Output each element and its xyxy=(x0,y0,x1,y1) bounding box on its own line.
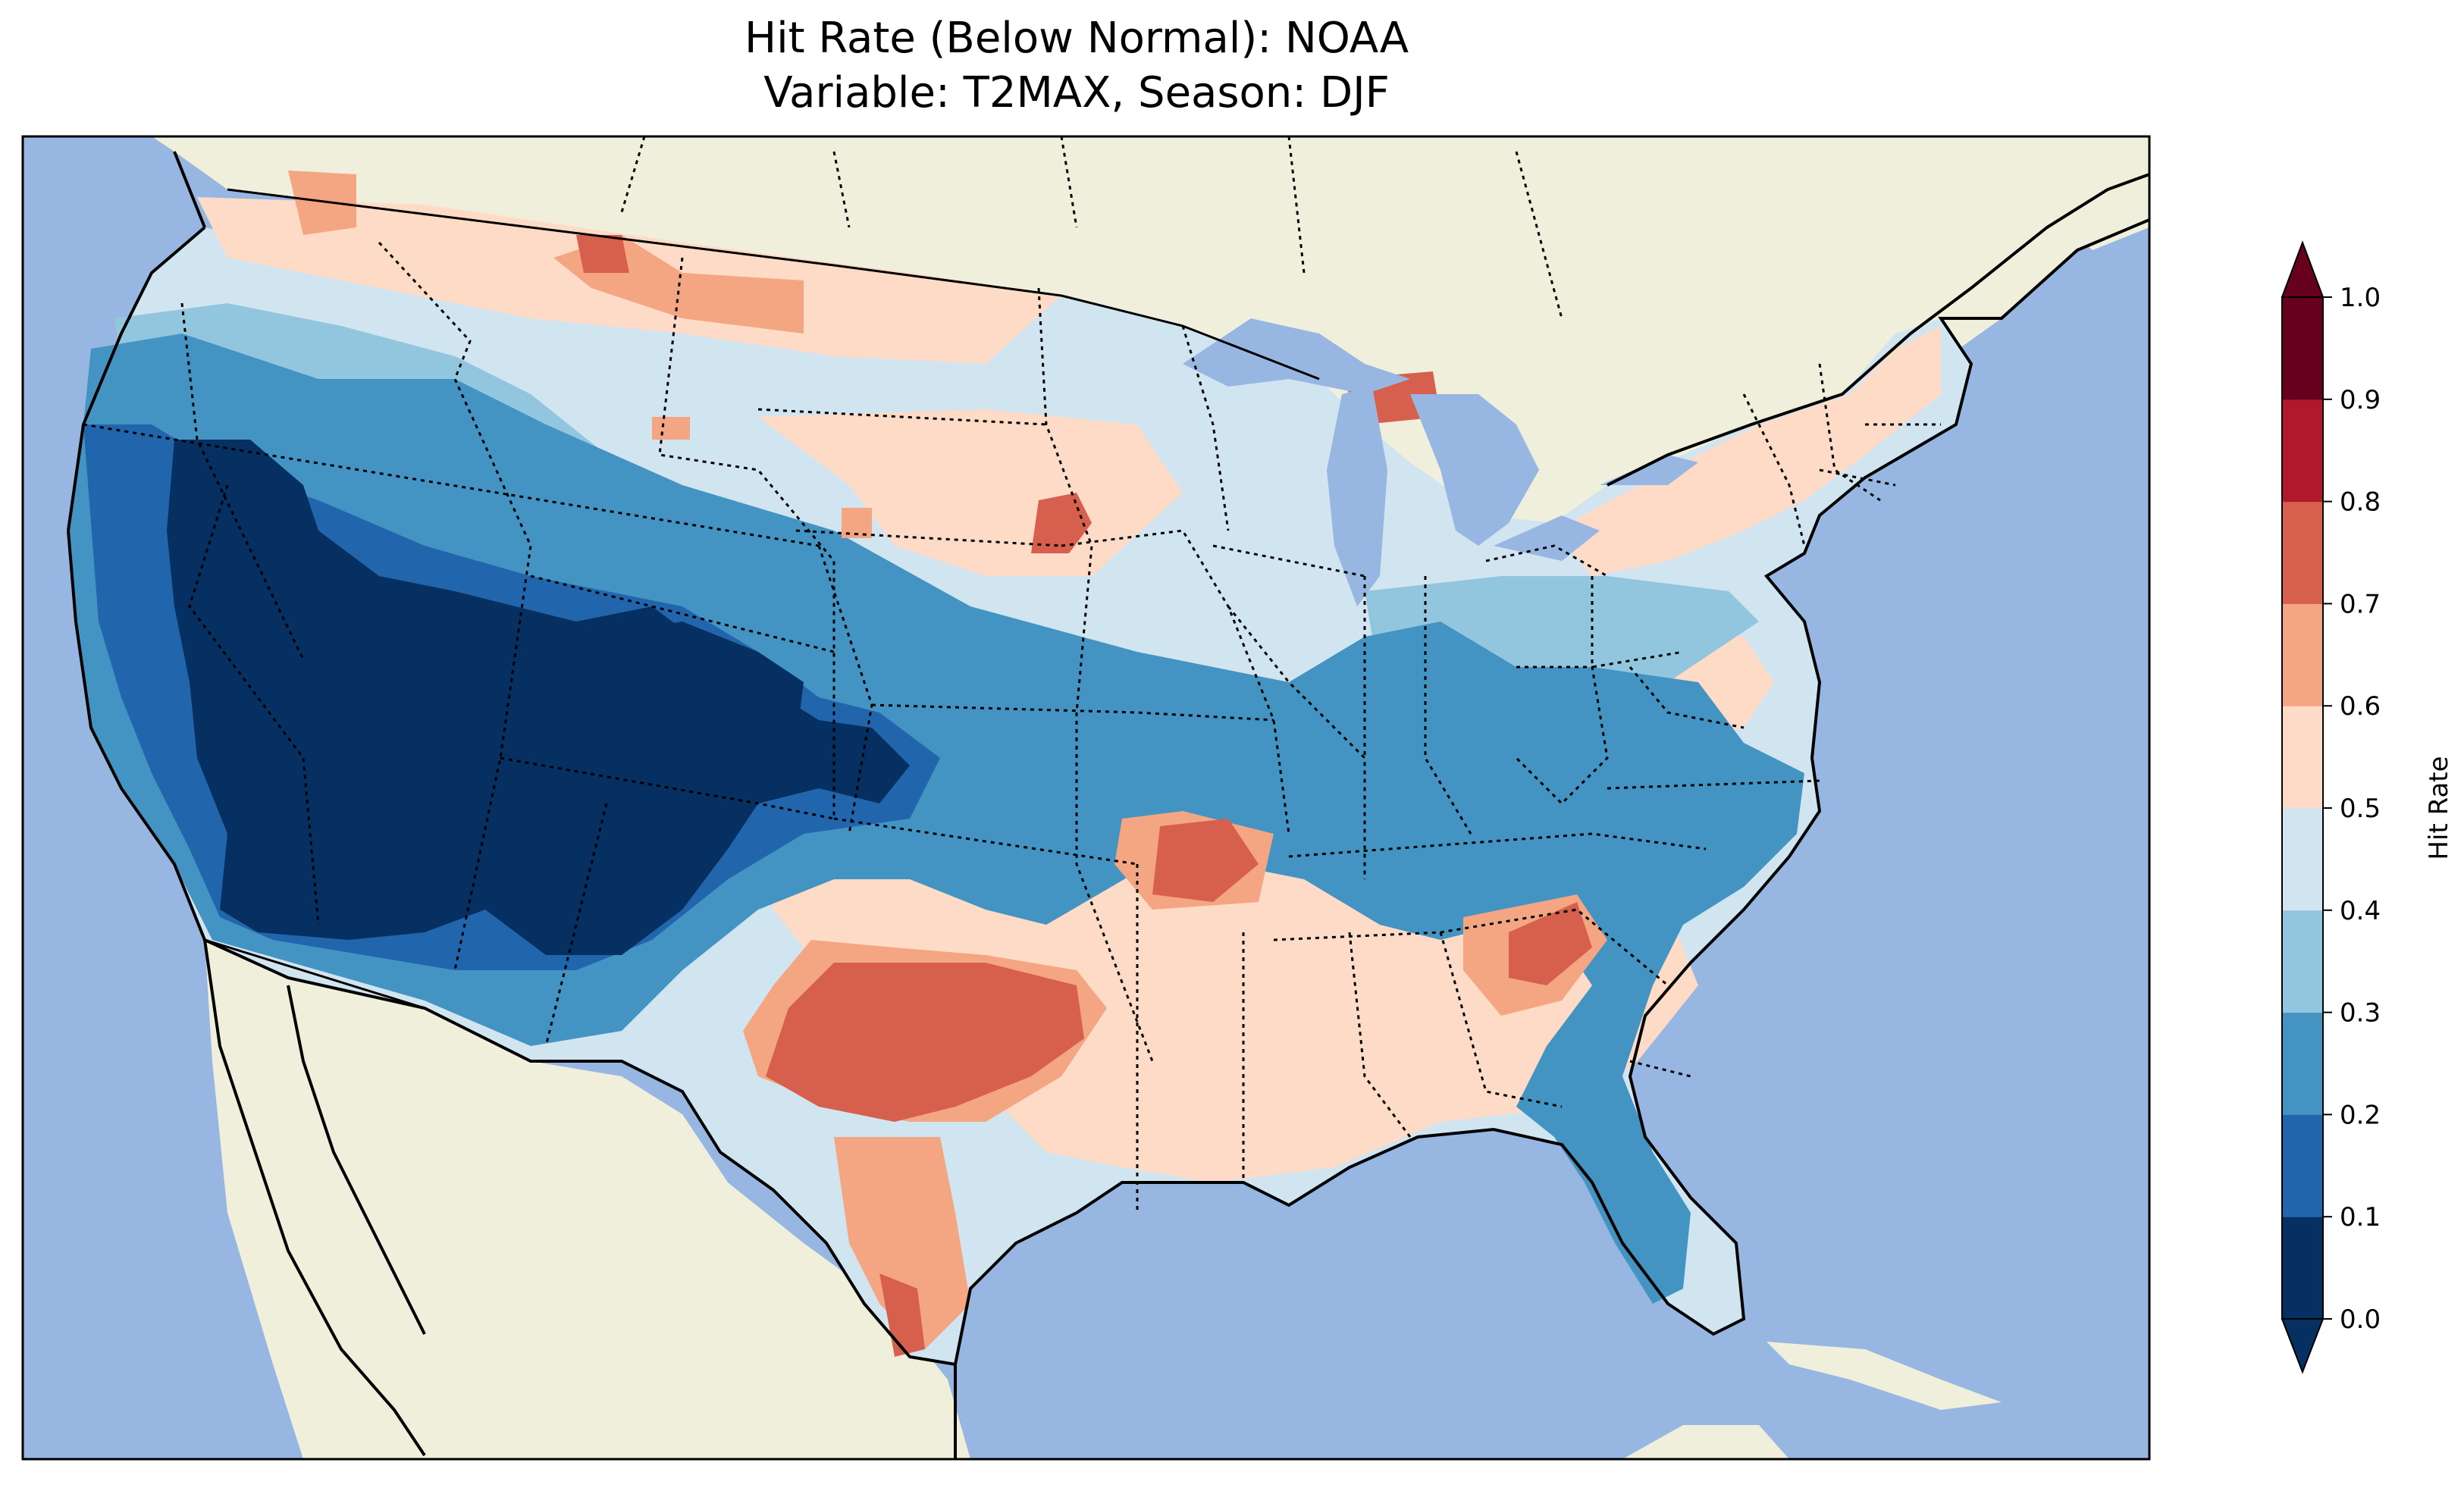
colorbar-extend-max xyxy=(2281,240,2324,298)
map-title-line2: Variable: T2MAX, Season: DJF xyxy=(763,68,1390,117)
colorbar-tick-label: 0.4 xyxy=(2340,896,2381,926)
cuba-land xyxy=(1766,1342,2002,1410)
mexico-coastline xyxy=(203,939,957,1459)
colorbar-segment xyxy=(2282,297,2323,400)
colorbar-label: Hit Rate xyxy=(2424,756,2454,860)
colorbar-tick-label: 0.5 xyxy=(2340,794,2381,824)
colorbar-tick-label: 0.0 xyxy=(2340,1305,2381,1335)
hit-rate-field xyxy=(68,171,1941,1357)
colorbar-tick-label: 0.2 xyxy=(2340,1100,2381,1130)
colorbar-segment xyxy=(2282,910,2323,1013)
colorbar-tick-label: 0.1 xyxy=(2340,1202,2381,1232)
colorbar-segment xyxy=(2282,603,2323,706)
great-lakes xyxy=(1183,318,1698,606)
colorbar-segment xyxy=(2282,808,2323,911)
colorbar: 0.0 0.1 0.2 0.3 0.4 0.5 0.6 0.7 0.8 0.9 1.0 Hit Ra… xyxy=(2281,240,2454,1374)
colorbar-segment xyxy=(2282,1217,2323,1320)
colorbar-tick-label: 0.3 xyxy=(2340,998,2381,1029)
colorbar-tick-label: 0.9 xyxy=(2340,385,2381,415)
us-canada-border xyxy=(227,188,1320,381)
map-frame xyxy=(21,135,2151,1461)
colorbar-tick-label: 0.8 xyxy=(2340,487,2381,518)
colorbar-segment xyxy=(2282,399,2323,503)
colorbar-segment xyxy=(2282,706,2323,809)
state-borders xyxy=(83,136,1941,1213)
yucatan-land xyxy=(1622,1425,1789,1459)
colorbar-segment xyxy=(2282,1114,2323,1217)
colorbar-extend-min xyxy=(2281,1318,2324,1374)
colorbar-tick-label: 0.7 xyxy=(2340,589,2381,619)
canada-land xyxy=(152,136,2149,591)
colorbar-tick-label: 0.6 xyxy=(2340,691,2381,722)
colorbar-tick-label: 1.0 xyxy=(2340,283,2381,313)
colorbar-segment xyxy=(2282,501,2323,604)
st-lawrence-coastline xyxy=(1607,173,2149,487)
colorbar-segment xyxy=(2282,1012,2323,1115)
mexico-land xyxy=(205,940,970,1459)
map-title-line1: Hit Rate (Below Normal): NOAA xyxy=(744,14,1409,63)
us-mexico-border xyxy=(204,938,956,1366)
